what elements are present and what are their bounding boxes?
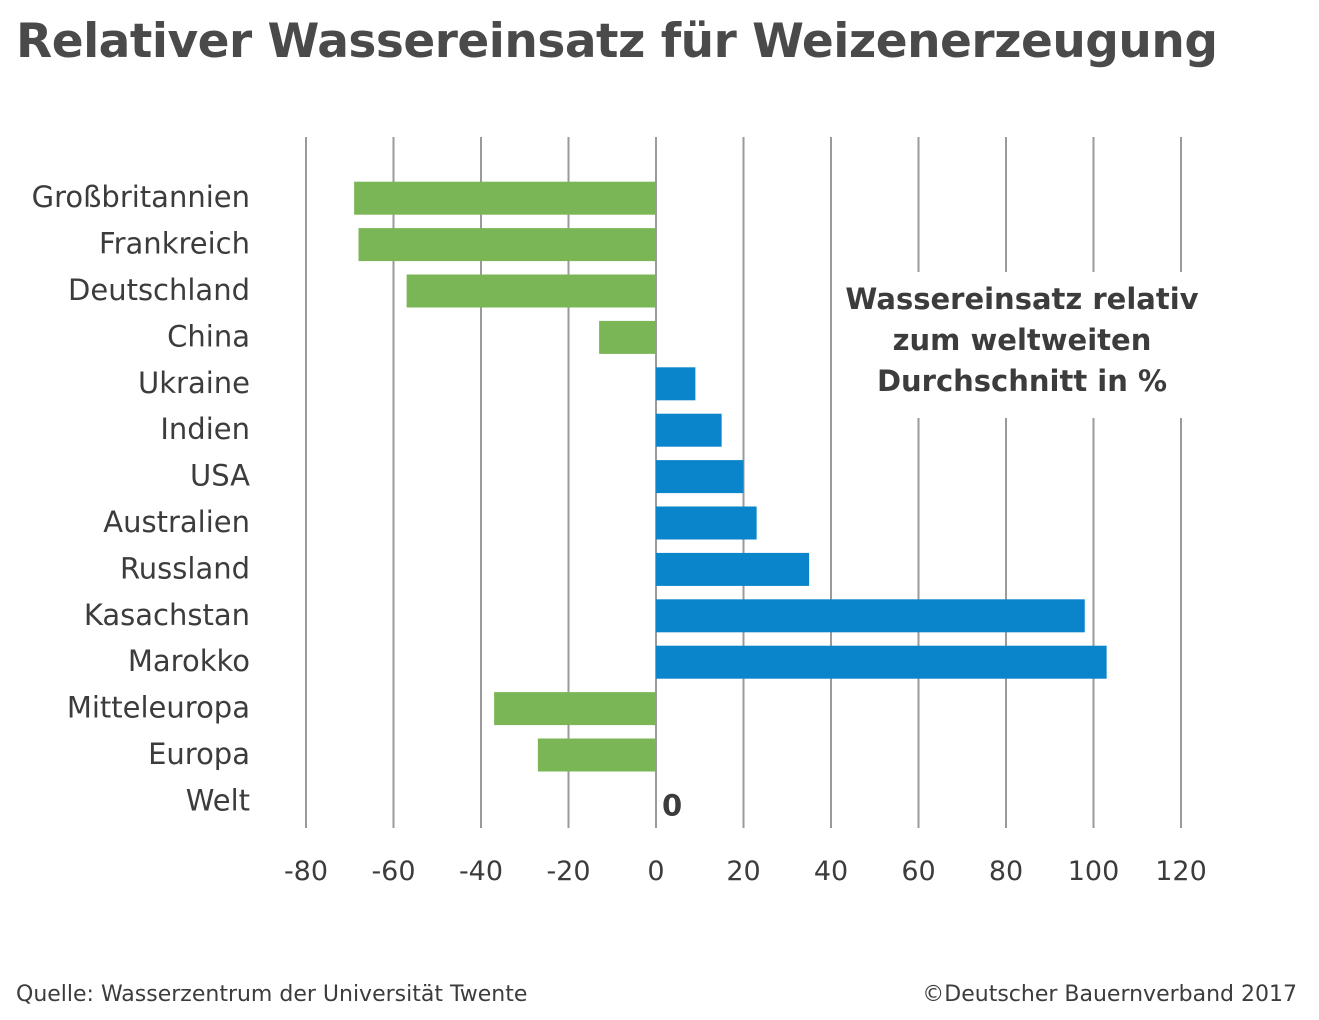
bar <box>656 413 722 447</box>
chart-annotation-line: Wassereinsatz relativ <box>845 282 1198 316</box>
bar <box>358 228 656 262</box>
category-label: Welt <box>186 783 250 817</box>
bar <box>656 599 1085 633</box>
x-tick-label: 20 <box>726 856 760 887</box>
bar <box>656 506 757 540</box>
category-label: Kasachstan <box>84 598 250 632</box>
copyright-note: ©Deutscher Bauernverband 2017 <box>922 982 1297 1007</box>
x-tick-label: 100 <box>1068 856 1120 887</box>
category-label: Mitteleuropa <box>67 691 250 725</box>
x-tick-label: 40 <box>814 856 848 887</box>
x-tick-label: 0 <box>647 856 664 887</box>
category-label: Indien <box>160 412 250 446</box>
x-tick-label: -80 <box>284 856 328 887</box>
bar <box>354 181 656 215</box>
data-label: 0 <box>662 788 682 822</box>
bar <box>406 274 656 308</box>
bar-chart: -80 -60 -40 -20 0 20 40 60 80 100 120 Großbritannie… <box>32 137 1207 887</box>
category-label: USA <box>190 459 250 493</box>
category-label: Ukraine <box>138 366 250 400</box>
bar <box>656 460 744 494</box>
source-note: Quelle: Wasserzentrum der Universität Tw… <box>16 982 528 1007</box>
category-label: Europa <box>148 737 250 771</box>
category-label: Deutschland <box>68 273 250 307</box>
chart-title: Relativer Wassereinsatz für Weizenerzeug… <box>16 14 1218 69</box>
x-tick-label: -20 <box>546 856 590 887</box>
x-tick-label: -40 <box>459 856 503 887</box>
bar <box>599 320 656 354</box>
bar <box>656 367 696 401</box>
category-label: China <box>167 319 250 353</box>
bar <box>537 738 656 772</box>
category-label: Russland <box>120 551 250 585</box>
x-tick-label: 60 <box>901 856 935 887</box>
x-tick-label: -60 <box>371 856 415 887</box>
category-label: Australien <box>103 505 250 539</box>
category-label: Marokko <box>128 644 250 678</box>
chart-annotation-line: Durchschnitt in % <box>877 364 1167 398</box>
x-tick-label: 80 <box>989 856 1023 887</box>
category-label: Großbritannien <box>32 180 250 214</box>
bar <box>656 645 1107 679</box>
category-label: Frankreich <box>99 227 250 261</box>
x-tick-label: 120 <box>1155 856 1207 887</box>
chart-annotation-line: zum weltweiten <box>893 323 1152 357</box>
bar <box>494 692 656 726</box>
bar <box>656 552 810 586</box>
